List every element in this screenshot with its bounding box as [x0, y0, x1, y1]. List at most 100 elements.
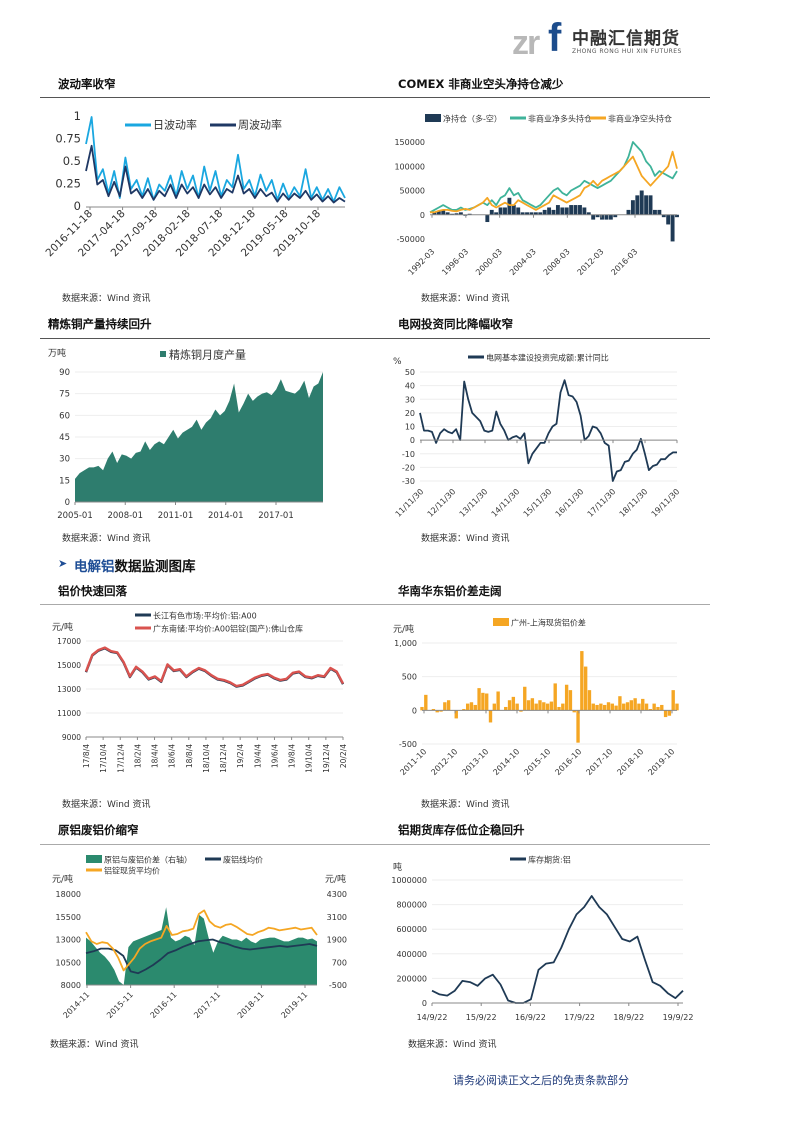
bar: [469, 702, 474, 711]
bar: [561, 703, 565, 711]
legend-marker: [493, 618, 509, 626]
legend-label: 净持仓（多-空）: [443, 114, 502, 124]
x-tick-label: 14/9/22: [417, 1013, 448, 1022]
bar: [604, 214, 609, 220]
x-tick-label: 19/12/4: [322, 744, 331, 773]
y-right-tick-label: 3100: [327, 913, 347, 922]
x-tick-label: 18/10/4: [202, 744, 211, 773]
x-tick-label: 2013-10: [460, 747, 490, 777]
x-tick-label: 2015-11: [105, 990, 135, 1020]
chart-c4: -30 -20 -10 0 10 20 30 40 50% 11/11/30 12/11/30 13/…: [393, 353, 681, 519]
series-line: [85, 144, 346, 204]
bar: [576, 710, 580, 743]
y-tick-label: 45: [59, 433, 70, 443]
axis-unit-label: 吨: [393, 861, 402, 873]
y-tick-label: 500: [402, 673, 417, 682]
x-tick-label: 19/9/22: [663, 1013, 694, 1022]
x-tick-label: 20/2/4: [339, 744, 348, 768]
bar: [560, 207, 565, 215]
bullet-arrow-icon: ➤: [58, 557, 68, 570]
company-logo: zr f 中融汇信期货 ZHONG RONG HUI XIN FUTURES: [512, 16, 702, 62]
bar: [473, 704, 477, 711]
x-tick-label: 2012-10: [429, 747, 459, 777]
x-tick-label: 18/12/4: [219, 744, 228, 773]
x-tick-label: 2018-10: [615, 747, 645, 777]
x-tick-label: 11/11/30: [394, 487, 426, 519]
bar: [660, 704, 664, 711]
bar: [586, 212, 591, 215]
legend-label: 长江有色市场:平均价:铝:A00: [153, 611, 257, 621]
bar: [520, 212, 525, 215]
x-tick-label: 15/9/22: [466, 1013, 497, 1022]
legend-label: 广东南储:平均价:A00铝锭(国产):佛山仓库: [153, 624, 303, 634]
x-tick-label: 19/6/4: [270, 744, 279, 768]
bar: [454, 710, 458, 719]
bar: [591, 214, 596, 220]
bar: [477, 688, 481, 711]
section-title: ➤ 电解铝数据监测图库: [58, 555, 196, 575]
y-tick-label: 90: [59, 368, 70, 378]
legend-label: 周波动率: [238, 118, 282, 132]
bar: [542, 209, 547, 215]
x-tick-label: 19/8/4: [288, 744, 297, 768]
y-tick-label: 60: [59, 411, 70, 421]
bar: [661, 214, 666, 218]
x-tick-label: 2016-10: [553, 747, 583, 777]
x-tick-label: 2004-03: [508, 247, 538, 277]
bar: [498, 207, 503, 215]
x-tick-label: 19/2/4: [236, 744, 245, 768]
x-tick-label: 2014-01: [208, 511, 244, 521]
x-tick-label: 18/2/4: [133, 744, 142, 768]
bar: [587, 690, 592, 711]
bar: [626, 209, 631, 215]
legend-label: 原铝与废铝价差（右轴）: [104, 855, 192, 865]
x-tick-label: 18/6/4: [168, 744, 177, 768]
bar: [606, 702, 611, 711]
axis-unit-label: 元/吨: [52, 621, 73, 633]
bar: [629, 700, 634, 711]
bar: [602, 704, 607, 711]
bar: [516, 207, 521, 215]
bar: [553, 683, 557, 711]
bar: [648, 708, 653, 711]
bar: [436, 211, 441, 215]
y-tick-label: 0: [410, 436, 415, 445]
logo-zr-mark: zr: [512, 24, 540, 62]
y-tick-label: -20: [402, 463, 415, 472]
y-right-tick-label: 700: [332, 958, 347, 967]
x-tick-label: 2019-10: [646, 747, 676, 777]
x-tick-label: 1996-03: [440, 247, 470, 277]
x-tick-label: 2017-01: [258, 511, 294, 521]
chart-title-spread: 华南华东铝价差走阔: [398, 584, 502, 598]
chart-title-comex: COMEX 非商业空头净持仓减少: [398, 77, 564, 91]
chart-c3: 0 15 30 45 60 75 90 万吨 2005-01 2008-01 2011-01 2014…: [48, 347, 323, 521]
y-tick-label: 50000: [400, 187, 425, 196]
x-tick-label: 15/11/30: [522, 487, 554, 519]
bar: [533, 212, 538, 215]
bar: [614, 705, 618, 711]
y-tick-label: 30: [405, 395, 415, 404]
x-tick-label: 18/8/4: [185, 744, 194, 768]
legend-label: 电网基本建设投资完成额:累计同比: [486, 353, 609, 363]
bar: [595, 704, 599, 711]
bar: [557, 706, 561, 711]
bar: [644, 703, 649, 711]
bar: [443, 702, 447, 711]
source-note: 数据来源：Wind 资讯: [421, 294, 510, 304]
axis-unit-label: 万吨: [48, 347, 66, 359]
bar: [608, 214, 613, 220]
x-tick-label: 12/11/30: [426, 487, 458, 519]
axis-unit-label: %: [393, 357, 402, 367]
x-tick-label: 2017-11: [192, 990, 222, 1020]
bar: [515, 703, 519, 711]
legend-marker: [160, 351, 166, 357]
x-tick-label: 1992-03: [406, 247, 436, 277]
bar: [420, 706, 424, 711]
heading-rule: [40, 338, 710, 339]
y-tick-label: 75: [59, 390, 70, 400]
bar: [545, 703, 550, 711]
x-tick-label: 17/8/4: [82, 744, 91, 768]
bar: [462, 708, 466, 711]
axis-unit-label: 元/吨: [393, 623, 414, 635]
